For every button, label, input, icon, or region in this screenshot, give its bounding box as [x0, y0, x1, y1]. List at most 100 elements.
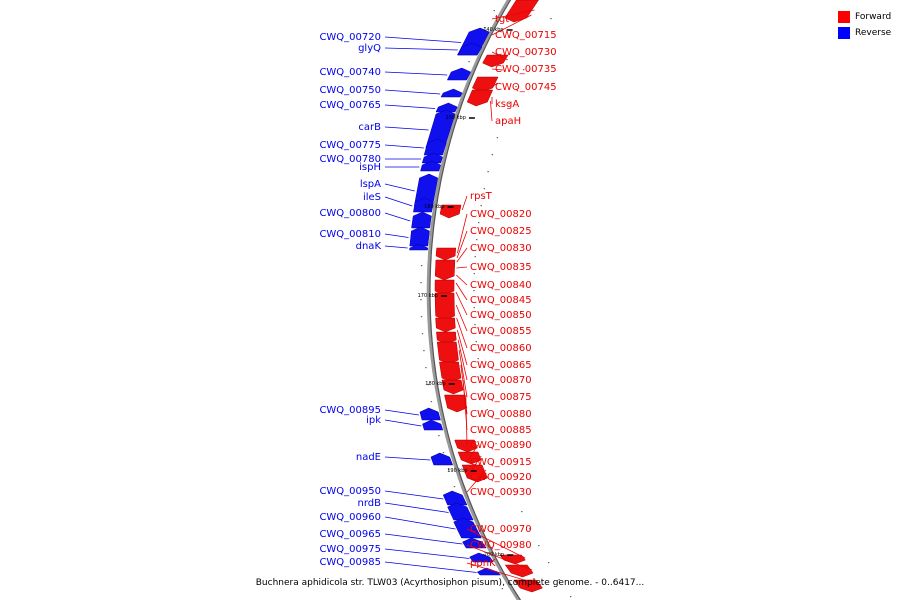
forward-gene-label: CWQ_00970 [470, 524, 532, 535]
forward-gene-label: CWQ_00870 [470, 375, 532, 386]
forward-gene-label: CWQ_00880 [470, 409, 532, 420]
reverse-gene-arrow [420, 160, 442, 172]
reverse-gene-arrow [469, 552, 494, 563]
forward-gene-label: CWQ_00885 [470, 425, 532, 436]
forward-label-leader [461, 195, 468, 211]
forward-label-leader [456, 230, 468, 259]
gc-dot [477, 358, 479, 360]
reverse-gene-label: nrdB [358, 498, 382, 509]
forward-gene-arrow [434, 259, 456, 281]
scale-tick-label: 150 kbp [446, 115, 466, 121]
reverse-label-leader [384, 548, 470, 559]
gc-dot [522, 69, 525, 71]
scale-tick-label: 190 kbp [447, 468, 467, 474]
forward-label-leader [466, 469, 487, 493]
forward-label-leader [456, 329, 468, 366]
forward-label-leader [491, 82, 498, 88]
reverse-label-leader [384, 245, 408, 249]
gc-dot [501, 588, 504, 590]
forward-gene-arrow [435, 247, 457, 261]
reverse-gene-label: CWQ_00965 [319, 529, 381, 540]
gc-dot [508, 103, 510, 105]
gc-dot [502, 120, 504, 122]
forward-gene-arrow [436, 341, 459, 365]
gc-dot [487, 171, 489, 173]
reverse-gene-label: CWQ_00775 [319, 140, 381, 151]
gc-dot [468, 61, 470, 63]
forward-label-leader [491, 9, 535, 20]
forward-gene-arrow [504, 0, 539, 23]
gc-dot [486, 409, 488, 411]
forward-label-leader [466, 544, 533, 571]
scale-tick-label: 180 kbp [425, 381, 445, 387]
forward-gene-label: CWQ_00745 [495, 82, 557, 93]
forward-gene-arrow [454, 439, 478, 453]
forward-label-leader [465, 394, 468, 446]
forward-gene-arrow [441, 379, 464, 395]
gc-dot [420, 316, 423, 318]
gc-dot [476, 239, 478, 241]
reverse-gene-arrow [446, 67, 472, 81]
forward-label-leader [458, 349, 468, 398]
forward-gene-label: CWQ_00930 [470, 487, 532, 498]
reverse-gene-label: carB [358, 122, 381, 133]
forward-label-leader [490, 100, 493, 122]
reverse-gene-arrow [422, 419, 444, 431]
forward-gene-label: CWQ_00825 [470, 226, 532, 237]
forward-gene-label: CWQ_00875 [470, 392, 532, 403]
forward-gene-arrow [461, 464, 488, 483]
gc-dot [496, 137, 499, 139]
reverse-label-leader [384, 490, 444, 500]
reverse-label-leader [384, 409, 419, 416]
forward-label-leader [491, 68, 504, 71]
gc-dot [475, 341, 477, 343]
gc-dot [427, 384, 430, 386]
forward-label-leader [466, 444, 479, 463]
gc-dot [421, 333, 424, 335]
forward-label-leader [455, 304, 468, 332]
gc-dot [420, 265, 423, 267]
forward-gene-arrow [439, 204, 462, 219]
forward-swatch-icon [838, 11, 850, 23]
reverse-gene-arrow [411, 211, 432, 229]
reverse-gene-label: glyQ [358, 43, 381, 54]
reverse-gene-label: dnaK [356, 241, 382, 252]
forward-gene-arrow [466, 89, 494, 107]
forward-label-leader [455, 274, 468, 286]
forward-gene-label: CWQ_00840 [470, 280, 532, 291]
forward-label-leader [456, 266, 468, 269]
legend-reverse: Reverse [838, 25, 891, 41]
reverse-features [409, 27, 502, 576]
gc-dot [423, 350, 425, 352]
reverse-swatch-icon [838, 27, 850, 39]
gc-dot [474, 256, 476, 258]
forward-label-leader [466, 528, 526, 559]
gc-dot [529, 528, 531, 530]
reverse-label-leader [384, 104, 436, 109]
gc-dot [482, 392, 485, 394]
reverse-gene-label: CWQ_00895 [319, 405, 381, 416]
reverse-label-leader [384, 533, 463, 545]
forward-gene-label: tgt [495, 14, 509, 25]
scale-ticks: 140 kbp 150 kbp 160 kbp 170 kbp 180 kbp 190 k… [418, 27, 514, 558]
reverse-gene-arrow [440, 88, 463, 98]
legend-forward: Forward [838, 9, 891, 25]
reverse-label-leader [384, 183, 415, 192]
forward-gene-label: ppnK [470, 558, 496, 569]
forward-label-leader [466, 455, 482, 478]
reverse-gene-label: nadE [356, 452, 381, 463]
forward-label-leader [456, 247, 468, 263]
reverse-gene-label: CWQ_00780 [319, 154, 381, 165]
reverse-label-leader [384, 502, 449, 513]
reverse-gene-label: CWQ_00975 [319, 544, 381, 555]
forward-gene-label: ksgA [495, 99, 519, 110]
gc-dot [490, 426, 493, 428]
forward-gene-label: CWQ_00845 [470, 295, 532, 306]
reverse-gene-label: lspA [360, 179, 381, 190]
gc-dot [484, 27, 486, 29]
scale-tick-label: 140 kbp [483, 27, 503, 33]
gc-dot [491, 154, 494, 156]
reverse-gene-label: ipk [366, 415, 381, 426]
scale-tick-label: 200 kbp [484, 552, 504, 558]
